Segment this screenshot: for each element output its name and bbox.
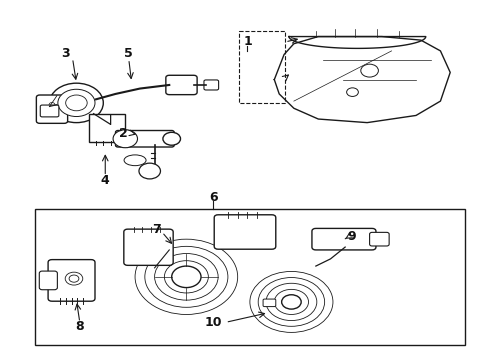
Text: 8: 8 [75,320,84,333]
FancyBboxPatch shape [116,131,174,147]
Circle shape [361,64,378,77]
Circle shape [49,103,55,107]
Text: 9: 9 [347,230,356,243]
Circle shape [69,275,79,282]
Text: 4: 4 [101,174,110,186]
FancyBboxPatch shape [166,75,197,95]
Circle shape [274,289,309,315]
Circle shape [145,246,228,307]
FancyBboxPatch shape [36,95,68,123]
Text: 1: 1 [243,35,252,49]
Circle shape [163,132,180,145]
FancyBboxPatch shape [39,271,57,290]
FancyBboxPatch shape [204,80,219,90]
Circle shape [58,89,95,117]
Text: 3: 3 [61,47,70,60]
FancyBboxPatch shape [48,260,95,301]
Circle shape [346,88,358,96]
Bar [239,31,285,103]
Circle shape [65,272,83,285]
Circle shape [113,130,138,148]
Text: 2: 2 [120,127,128,140]
Circle shape [49,112,55,116]
FancyBboxPatch shape [312,228,376,250]
Circle shape [139,163,160,179]
Circle shape [155,253,218,300]
Circle shape [258,278,325,326]
FancyBboxPatch shape [89,114,125,142]
Text: 5: 5 [124,47,133,60]
FancyBboxPatch shape [214,215,276,249]
Text: 10: 10 [204,316,222,329]
Circle shape [49,83,103,123]
FancyBboxPatch shape [263,299,276,307]
Text: 6: 6 [209,191,218,204]
FancyBboxPatch shape [40,105,59,117]
Circle shape [250,271,333,332]
Text: 7: 7 [152,223,160,236]
Polygon shape [289,37,426,48]
Circle shape [66,95,87,111]
Circle shape [266,283,317,320]
Circle shape [172,266,201,288]
FancyBboxPatch shape [369,232,389,246]
Polygon shape [274,37,450,123]
Circle shape [282,295,301,309]
Circle shape [135,239,238,315]
Ellipse shape [124,155,146,166]
FancyBboxPatch shape [124,229,173,265]
Circle shape [164,261,208,293]
Bar [35,209,465,345]
